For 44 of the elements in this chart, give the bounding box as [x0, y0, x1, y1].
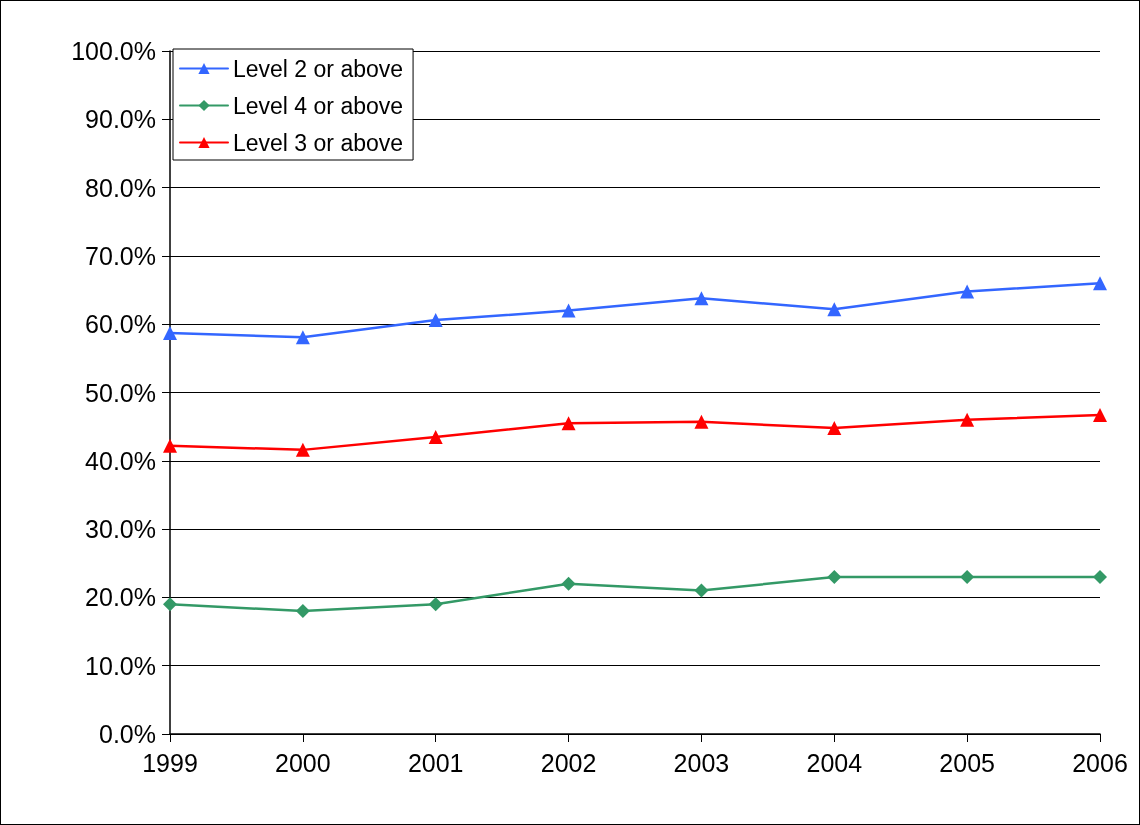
point: [694, 583, 709, 598]
point: [561, 416, 576, 431]
y-tick-label: 50.0%: [85, 378, 156, 407]
y-tick-label: 90.0%: [85, 105, 156, 134]
point: [561, 303, 576, 318]
y-tick-label: 70.0%: [85, 241, 156, 270]
point: [694, 414, 709, 429]
point: [1093, 276, 1107, 291]
point: [1093, 569, 1107, 584]
point: [295, 330, 310, 345]
point: [295, 604, 310, 619]
point: [428, 429, 443, 444]
point: [561, 576, 576, 591]
point: [428, 597, 443, 612]
y-tick-label: 0.0%: [99, 720, 156, 748]
y-tick-label: 10.0%: [85, 651, 156, 680]
point: [827, 302, 842, 317]
y-tick-label: 60.0%: [85, 310, 156, 339]
y-tick-label: 100.0%: [71, 37, 156, 65]
legend-label: Level 3 or above: [233, 129, 404, 156]
x-tick-label: 2002: [540, 748, 597, 777]
point: [827, 421, 842, 436]
x-tick-label: 2000: [275, 748, 331, 777]
point: [960, 412, 975, 427]
x-tick-label: 1999: [142, 748, 198, 777]
point: [694, 291, 709, 306]
x-tick-label: 2005: [939, 748, 995, 777]
y-tick-label: 40.0%: [85, 446, 156, 475]
legend-label: Level 2 or above: [233, 55, 404, 82]
point: [295, 442, 310, 457]
point: [1093, 408, 1107, 423]
x-tick-label: 2006: [1072, 748, 1128, 777]
x-tick-label: 2004: [806, 748, 863, 777]
y-tick-label: 20.0%: [85, 583, 156, 612]
y-tick-label: 30.0%: [85, 515, 156, 544]
point: [163, 438, 177, 453]
point: [428, 313, 443, 328]
point: [960, 569, 975, 584]
x-tick-label: 2001: [407, 748, 464, 777]
point: [960, 284, 975, 299]
x-tick-label: 2003: [673, 748, 730, 777]
point: [827, 569, 842, 584]
y-tick-label: 80.0%: [85, 173, 156, 202]
legend-label: Level 4 or above: [233, 92, 404, 119]
